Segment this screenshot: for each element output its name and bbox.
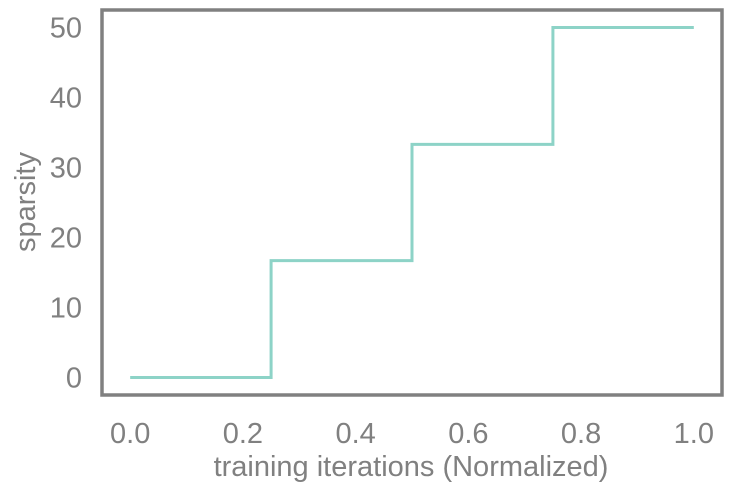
x-axis-label: training iterations (Normalized) — [214, 451, 609, 483]
x-tick-label: 0.0 — [110, 418, 150, 450]
x-tick-labels: 0.0 0.2 0.4 0.6 0.8 1.0 — [110, 418, 714, 450]
y-tick-label: 10 — [50, 293, 82, 325]
y-tick-label: 50 — [50, 13, 82, 45]
x-tick-label: 0.4 — [335, 418, 375, 450]
x-tick-label: 0.2 — [223, 418, 263, 450]
y-tick-labels: 0 10 20 30 40 50 — [50, 13, 82, 395]
y-tick-label: 40 — [50, 83, 82, 115]
y-axis-label: sparsity — [10, 152, 42, 252]
y-tick-label: 20 — [50, 223, 82, 255]
x-tick-label: 0.8 — [561, 418, 601, 450]
y-tick-label: 30 — [50, 153, 82, 185]
y-tick-label: 0 — [66, 363, 82, 395]
x-tick-label: 0.6 — [448, 418, 488, 450]
data-layer — [130, 26, 694, 379]
axes-frame — [100, 8, 724, 397]
x-tick-label: 1.0 — [674, 418, 714, 450]
series-line-1 — [130, 26, 694, 379]
